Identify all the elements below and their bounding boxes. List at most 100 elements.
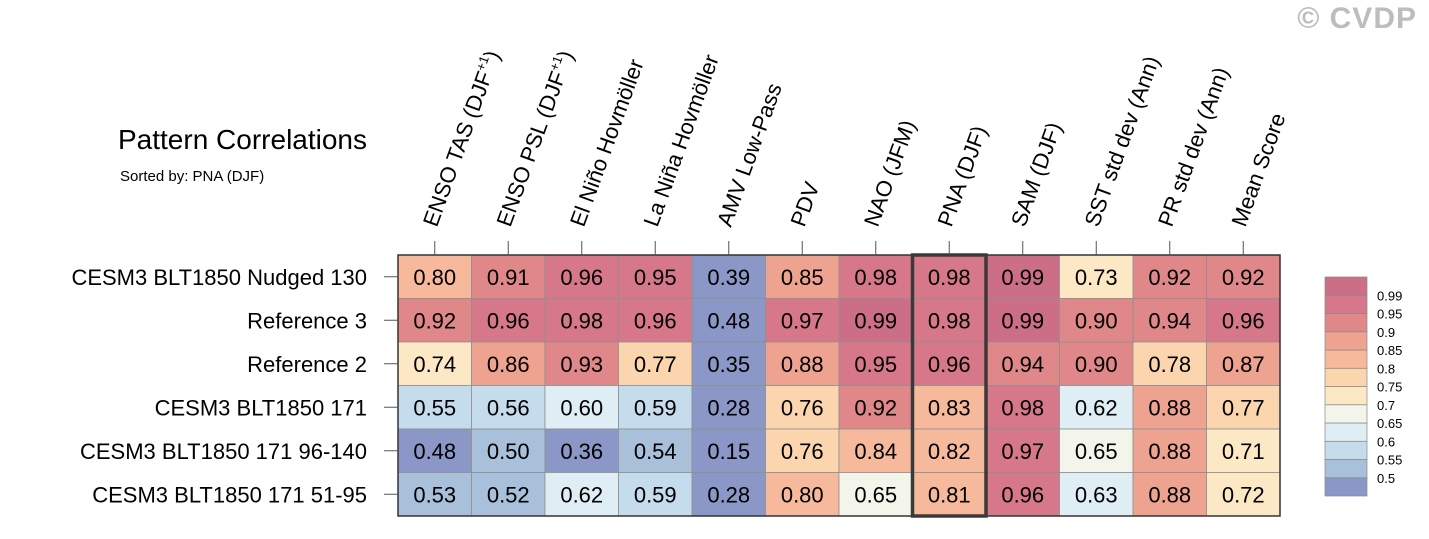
row-label: Reference 3 bbox=[247, 308, 367, 333]
cell-value-label: 0.36 bbox=[560, 439, 603, 464]
cell-value-label: 0.53 bbox=[413, 482, 456, 507]
column-label: SST std dev (Ann) bbox=[1079, 53, 1164, 230]
cell-value-label: 0.97 bbox=[1001, 439, 1044, 464]
colorbar-label: 0.85 bbox=[1377, 343, 1402, 358]
cell-value-label: 0.93 bbox=[560, 352, 603, 377]
column-label: AMV Low-Pass bbox=[712, 80, 787, 230]
cell-value-label: 0.96 bbox=[1001, 482, 1044, 507]
heatmap-cell bbox=[838, 385, 913, 430]
colorbar-swatch bbox=[1324, 459, 1368, 479]
chart-title: Pattern Correlations bbox=[118, 124, 368, 155]
cell-value-label: 0.77 bbox=[1222, 395, 1265, 420]
cell-value-label: 0.80 bbox=[413, 265, 456, 290]
cell-value-label: 0.62 bbox=[560, 482, 603, 507]
cell-value-label: 0.88 bbox=[1148, 395, 1191, 420]
column-label: NAO (JFM) bbox=[859, 117, 921, 230]
heatmap-cell bbox=[1059, 428, 1134, 473]
cell-value-label: 0.96 bbox=[487, 308, 530, 333]
row-label: CESM3 BLT1850 171 bbox=[155, 395, 367, 420]
heatmap-cell bbox=[1132, 472, 1207, 517]
cell-value-label: 0.62 bbox=[1075, 395, 1118, 420]
chart-subtitle: Sorted by: PNA (DJF) bbox=[120, 168, 265, 185]
column-label: Mean Score bbox=[1226, 110, 1290, 230]
cell-value-label: 0.94 bbox=[1148, 308, 1191, 333]
cell-value-label: 0.35 bbox=[707, 352, 750, 377]
cell-value-label: 0.59 bbox=[634, 482, 677, 507]
cell-value-label: 0.74 bbox=[413, 352, 456, 377]
cell-value-label: 0.99 bbox=[854, 308, 897, 333]
cell-value-label: 0.90 bbox=[1075, 308, 1118, 333]
cell-labels-layer: 0.80 0.91 0.96 0.95 0.39 0.85 0.98 0.98 0.99 0.73… bbox=[413, 265, 1264, 508]
cell-value-label: 0.48 bbox=[413, 439, 456, 464]
cell-value-label: 0.15 bbox=[707, 439, 750, 464]
column-label: La Niña Hovmöller bbox=[638, 51, 723, 230]
cell-value-label: 0.73 bbox=[1075, 265, 1118, 290]
cell-value-label: 0.56 bbox=[487, 395, 530, 420]
heatmap-cell bbox=[765, 341, 840, 386]
colorbar-swatch bbox=[1324, 367, 1368, 387]
cell-value-label: 0.98 bbox=[1001, 395, 1044, 420]
cell-value-label: 0.99 bbox=[1001, 265, 1044, 290]
cell-value-label: 0.98 bbox=[854, 265, 897, 290]
heatmap-cell bbox=[765, 472, 840, 517]
colorbar-swatch bbox=[1324, 349, 1368, 369]
heatmap-cell bbox=[618, 428, 693, 473]
heatmap-cell bbox=[691, 472, 766, 517]
heatmap-cell bbox=[1059, 385, 1134, 430]
heatmap-cell bbox=[1132, 254, 1207, 299]
heatmap-cell bbox=[618, 472, 693, 517]
cell-value-label: 0.96 bbox=[928, 352, 971, 377]
colorbar-swatch bbox=[1324, 477, 1368, 497]
heatmap-cell bbox=[471, 254, 546, 299]
heatmap-cell bbox=[397, 385, 472, 430]
heatmap-cell bbox=[1059, 341, 1134, 386]
heatmap-cell bbox=[985, 298, 1060, 343]
heatmap-cell bbox=[1206, 428, 1281, 473]
cells-layer bbox=[397, 254, 1281, 517]
colorbar-swatch bbox=[1324, 294, 1368, 314]
cell-value-label: 0.88 bbox=[1148, 482, 1191, 507]
cell-value-label: 0.86 bbox=[487, 352, 530, 377]
cell-value-label: 0.83 bbox=[928, 395, 971, 420]
heatmap-cell bbox=[397, 298, 472, 343]
colorbar-label: 0.95 bbox=[1377, 307, 1402, 322]
colorbar-label: 0.6 bbox=[1377, 434, 1395, 449]
colorbar-label: 0.99 bbox=[1377, 288, 1402, 303]
cell-value-label: 0.77 bbox=[634, 352, 677, 377]
row-label: CESM3 BLT1850 Nudged 130 bbox=[71, 265, 367, 290]
heatmap-cell bbox=[691, 385, 766, 430]
colorbar-swatch bbox=[1324, 422, 1368, 442]
heatmap-cell bbox=[912, 472, 987, 517]
cell-value-label: 0.92 bbox=[1148, 265, 1191, 290]
heatmap-cell bbox=[912, 428, 987, 473]
watermark: © CVDP bbox=[1297, 2, 1417, 35]
cell-value-label: 0.28 bbox=[707, 395, 750, 420]
cell-value-label: 0.90 bbox=[1075, 352, 1118, 377]
cell-value-label: 0.87 bbox=[1222, 352, 1265, 377]
cell-value-label: 0.76 bbox=[781, 439, 824, 464]
cell-value-label: 0.84 bbox=[854, 439, 897, 464]
cell-value-label: 0.52 bbox=[487, 482, 530, 507]
cell-value-label: 0.78 bbox=[1148, 352, 1191, 377]
cell-value-label: 0.95 bbox=[634, 265, 677, 290]
row-label: Reference 2 bbox=[247, 352, 367, 377]
colorbar-label: 0.5 bbox=[1377, 471, 1395, 486]
cell-value-label: 0.63 bbox=[1075, 482, 1118, 507]
cell-value-label: 0.54 bbox=[634, 439, 677, 464]
cell-value-label: 0.88 bbox=[781, 352, 824, 377]
colorbar-swatch bbox=[1324, 276, 1368, 296]
cell-value-label: 0.39 bbox=[707, 265, 750, 290]
cell-value-label: 0.80 bbox=[781, 482, 824, 507]
heatmap-cell bbox=[765, 385, 840, 430]
column-label: SAM (DJF) bbox=[1006, 119, 1067, 230]
column-label: PDV bbox=[785, 178, 824, 229]
cell-value-label: 0.81 bbox=[928, 482, 971, 507]
cell-value-label: 0.85 bbox=[781, 265, 824, 290]
cell-value-label: 0.97 bbox=[781, 308, 824, 333]
cell-value-label: 0.65 bbox=[854, 482, 897, 507]
heatmap-cell bbox=[1206, 254, 1281, 299]
cell-value-label: 0.71 bbox=[1222, 439, 1265, 464]
colorbar-label: 0.8 bbox=[1377, 361, 1395, 376]
cell-value-label: 0.96 bbox=[560, 265, 603, 290]
cell-value-label: 0.28 bbox=[707, 482, 750, 507]
